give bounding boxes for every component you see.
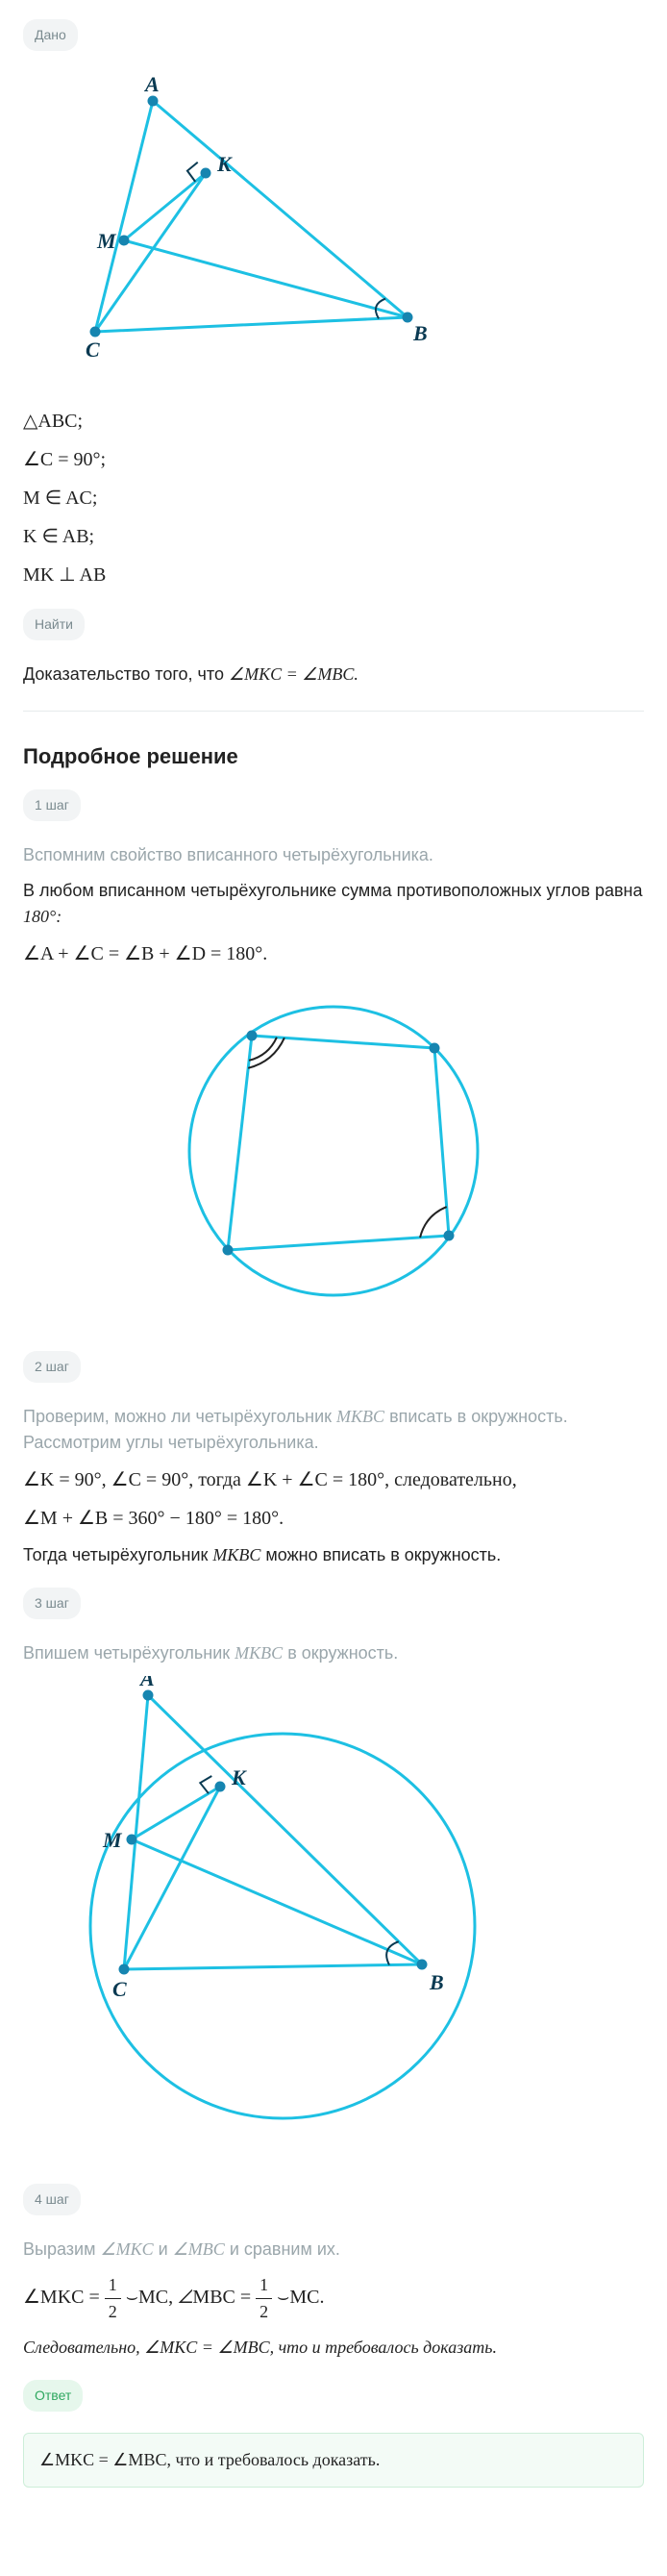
step4-hint-a: Выразим	[23, 2239, 100, 2259]
step4-hint-m1: ∠MKC	[100, 2239, 153, 2259]
svg-text:M: M	[96, 229, 117, 253]
badge-given: Дано	[23, 19, 78, 51]
separator	[23, 711, 644, 712]
answer-box: ∠MKC = ∠MBC, что и требовалось доказать.	[23, 2433, 644, 2488]
figure-3: A K M C B	[23, 1676, 644, 2164]
step1-text-b: 180°:	[23, 907, 62, 926]
answer-text: ∠MKC = ∠MBC, что и требовалось доказать.	[39, 2450, 380, 2469]
svg-text:C: C	[86, 338, 100, 362]
step3-hint-b: в окружность.	[283, 1643, 398, 1663]
badge-find: Найти	[23, 609, 85, 640]
svg-text:M: M	[102, 1828, 123, 1852]
svg-text:B: B	[429, 1970, 444, 1994]
step4-eq: ∠MKC = 12 ⌣MC, ∠MBC = 12 ⌣MC.	[23, 2272, 644, 2325]
given-line-4: K ∈ AB;	[23, 522, 644, 551]
badge-step4: 4 шаг	[23, 2184, 81, 2215]
given-line-1: △ABC;	[23, 407, 644, 436]
step3-hint: Впишем четырёхугольник MKBC в окружность…	[23, 1640, 644, 1666]
step2-hint: Проверим, можно ли четырёхугольник MKBC …	[23, 1404, 644, 1456]
svg-text:A: A	[143, 72, 160, 96]
badge-step1: 1 шаг	[23, 789, 81, 821]
svg-text:A: A	[138, 1676, 155, 1690]
step2-eq1: ∠K = 90°, ∠C = 90°, тогда ∠K + ∠C = 180°…	[23, 1465, 644, 1494]
step2-eq2: ∠M + ∠B = 360° − 180° = 180°.	[23, 1504, 644, 1533]
badge-step2: 2 шаг	[23, 1351, 81, 1383]
section-title: Подробное решение	[23, 740, 644, 772]
step4-hint-b: и сравним их.	[225, 2239, 340, 2259]
badge-answer: Ответ	[23, 2380, 83, 2412]
step4-eq-prefix: ∠MKC =	[23, 2287, 105, 2308]
step1-eq: ∠A + ∠C = ∠B + ∠D = 180°.	[23, 939, 644, 968]
step4-eq-mid: ⌣MC, ∠MBC =	[121, 2287, 256, 2308]
step4-hint: Выразим ∠MKC и ∠MBC и сравним их.	[23, 2237, 644, 2263]
svg-text:K: K	[231, 1765, 247, 1789]
find-eq: ∠MKC = ∠MBC.	[229, 664, 358, 684]
step1-text-a: В любом вписанном четырёхугольнике сумма…	[23, 881, 642, 900]
step1-text: В любом вписанном четырёхугольнике сумма…	[23, 878, 644, 930]
svg-text:K: K	[216, 152, 233, 176]
step3-hint-mv: MKBC	[235, 1643, 283, 1663]
step4-concl-text: Следовательно, ∠MKC = ∠MBC, что и требов…	[23, 2338, 497, 2357]
step2-concl: Тогда четырёхугольник MKBC можно вписать…	[23, 1542, 644, 1568]
step2-hint-mv: MKBC	[336, 1407, 384, 1426]
svg-text:C: C	[112, 1977, 127, 2001]
step4-hint-mid: и	[154, 2239, 173, 2259]
figure-2	[23, 978, 644, 1332]
step4-concl: Следовательно, ∠MKC = ∠MBC, что и требов…	[23, 2335, 644, 2361]
find-prefix: Доказательство того, что	[23, 664, 229, 684]
step2-hint-a: Проверим, можно ли четырёхугольник	[23, 1407, 336, 1426]
step1-hint: Вспомним свойство вписанного четырёхугол…	[23, 842, 644, 868]
given-line-5: MK ⊥ AB	[23, 561, 644, 589]
step2-concl-mv: MKBC	[212, 1545, 260, 1564]
badge-step3: 3 шаг	[23, 1588, 81, 1619]
figure-1: A K M C B	[23, 72, 644, 388]
given-line-2: ∠C = 90°;	[23, 445, 644, 474]
step4-eq-suffix: ⌣MC.	[272, 2287, 324, 2308]
step2-concl-a: Тогда четырёхугольник	[23, 1545, 212, 1564]
step2-concl-b: можно вписать в окружность.	[260, 1545, 501, 1564]
svg-text:B: B	[412, 321, 428, 345]
step3-hint-a: Впишем четырёхугольник	[23, 1643, 235, 1663]
step4-hint-m2: ∠MBC	[173, 2239, 225, 2259]
given-line-3: M ∈ AC;	[23, 484, 644, 513]
find-text: Доказательство того, что ∠MKC = ∠MBC.	[23, 662, 644, 688]
